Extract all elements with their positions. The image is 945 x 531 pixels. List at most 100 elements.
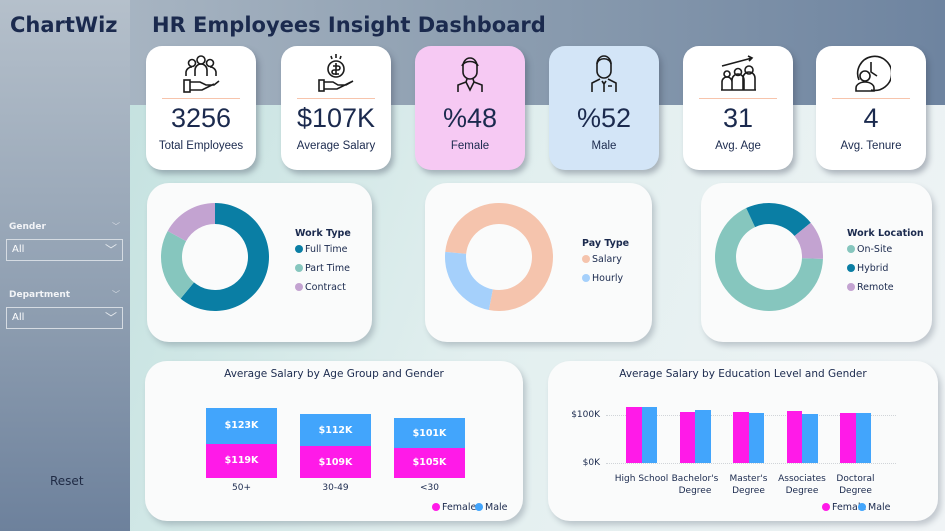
x-tick-label: Associates Degree: [778, 474, 826, 496]
legend-dot: [582, 255, 590, 263]
kpi-card-average-salary: $107K Average Salary: [281, 46, 391, 170]
x-tick-label: 50+: [232, 483, 251, 493]
legend-item[interactable]: Remote: [847, 282, 894, 293]
data-label: $101K: [412, 427, 447, 439]
chart-title: Average Salary by Education Level and Ge…: [619, 368, 867, 380]
legend-title: Work Type: [295, 228, 351, 239]
department-filter-value: All: [12, 312, 25, 323]
legend-label: On-Site: [857, 244, 893, 255]
data-label: $119K: [224, 455, 259, 467]
bar-male-doctoral-degree[interactable]: [855, 413, 871, 463]
donut-slice-on-site[interactable]: [715, 208, 823, 311]
donut-slice-contract[interactable]: [167, 203, 215, 242]
chevron-down-icon: ﹀: [104, 311, 117, 325]
department-filter-label: Department: [9, 290, 71, 300]
kpi-value: %52: [576, 103, 632, 133]
legend-label: Female: [442, 502, 477, 513]
gridline: [606, 463, 896, 464]
divider: [162, 98, 240, 99]
bar-male-30-49[interactable]: $112K: [300, 414, 371, 447]
money-in-hand-icon: [318, 54, 354, 92]
bar-male-associates-degree[interactable]: [802, 413, 818, 463]
kpi-card-avg-age: 31 Avg. Age: [683, 46, 793, 170]
data-label: $123K: [224, 420, 259, 432]
legend-dot: [295, 283, 303, 291]
bar-female-30-49[interactable]: $109K: [300, 446, 371, 478]
sidebar: ChartWiz Gender ﹀ All ﹀ Department ﹀ All ﹀…: [0, 0, 130, 531]
bar-female-master-s-degree[interactable]: [733, 411, 749, 463]
kpi-label: Total Employees: [158, 140, 244, 152]
work-type-card: Work Type Full Time Part Time Contract: [147, 183, 372, 342]
bar-male-<30[interactable]: $101K: [394, 418, 465, 448]
data-label: $109K: [318, 456, 353, 468]
x-tick-label: Doctoral Degree: [836, 474, 875, 496]
bar-female-doctoral-degree[interactable]: [840, 413, 856, 463]
bar-male-master-s-degree[interactable]: [748, 412, 764, 463]
donut-slice-part-time[interactable]: [161, 230, 194, 299]
reset-button[interactable]: Reset: [50, 474, 84, 488]
kpi-value: 31: [722, 103, 754, 133]
legend-item[interactable]: On-Site: [847, 244, 892, 255]
bar-female-<30[interactable]: $105K: [394, 447, 465, 478]
kpi-label: Average Salary: [296, 140, 376, 152]
bar-female-high-school[interactable]: [626, 407, 642, 463]
donut-chart: [161, 203, 269, 311]
donut-slice-hourly[interactable]: [445, 251, 493, 311]
legend-item[interactable]: Contract: [295, 282, 346, 293]
legend-item[interactable]: Female: [432, 502, 476, 513]
gender-filter-dropdown[interactable]: All ﹀: [6, 239, 123, 261]
legend-dot: [295, 245, 303, 253]
legend-title: Pay Type: [582, 238, 630, 249]
kpi-card-male: %52 Male: [549, 46, 659, 170]
legend-item[interactable]: Male: [475, 502, 508, 513]
person-clock-icon: [855, 55, 891, 92]
legend-item[interactable]: Female: [822, 502, 866, 513]
bar-female-bachelor-s-degree[interactable]: [679, 411, 695, 463]
work-location-card: Work Location On-Site Hybrid Remote: [701, 183, 932, 342]
legend-dot: [847, 264, 855, 272]
bar-female-50+[interactable]: $119K: [206, 443, 277, 478]
legend-label: Full Time: [305, 244, 348, 255]
department-filter-dropdown[interactable]: All ﹀: [6, 307, 123, 329]
team-in-hand-icon: [183, 55, 220, 93]
y-tick-label: $0K: [582, 458, 600, 468]
legend-item[interactable]: Male: [858, 502, 891, 513]
legend-item[interactable]: Part Time: [295, 263, 350, 274]
donut-slice-hybrid[interactable]: [746, 203, 811, 237]
data-label: $105K: [412, 457, 447, 469]
legend-dot: [858, 503, 866, 511]
salary-by-education-card: Average Salary by Education Level and Ge…: [548, 361, 938, 521]
legend-label: Male: [868, 502, 891, 513]
bar-male-high-school[interactable]: [641, 406, 657, 463]
legend-dot: [432, 503, 440, 511]
legend-item[interactable]: Full Time: [295, 244, 348, 255]
donut-slice-remote[interactable]: [794, 222, 823, 259]
gender-filter-value: All: [12, 244, 25, 255]
chevron-down-icon: ﹀: [112, 290, 120, 299]
data-label: $112K: [318, 424, 353, 436]
y-tick-label: $100K: [571, 410, 600, 421]
legend-label: Part Time: [305, 263, 351, 274]
kpi-card-female: %48 Female: [415, 46, 525, 170]
x-tick-label: High School: [614, 474, 669, 484]
gender-filter-label: Gender: [9, 222, 46, 232]
legend-dot: [847, 283, 855, 291]
legend-item[interactable]: Hourly: [582, 273, 623, 284]
legend-label: Hybrid: [857, 263, 889, 274]
x-tick-label: <30: [420, 483, 439, 493]
legend-label: Salary: [592, 254, 622, 265]
legend-dot: [295, 264, 303, 272]
donut-chart: [445, 203, 553, 311]
donut-slice-full-time[interactable]: [180, 203, 269, 311]
kpi-label: Male: [591, 140, 617, 152]
x-tick-label: Bachelor's Degree: [671, 474, 719, 496]
donut-slice-salary[interactable]: [445, 203, 553, 311]
legend-item[interactable]: Salary: [582, 254, 622, 265]
kpi-value: 3256: [170, 103, 232, 133]
salary-by-age-card: Average Salary by Age Group and Gender $…: [145, 361, 523, 521]
legend-item[interactable]: Hybrid: [847, 263, 888, 274]
bar-female-associates-degree[interactable]: [786, 411, 802, 463]
bar-male-50+[interactable]: $123K: [206, 408, 277, 444]
legend-dot: [475, 503, 483, 511]
bar-male-bachelor-s-degree[interactable]: [695, 409, 711, 463]
